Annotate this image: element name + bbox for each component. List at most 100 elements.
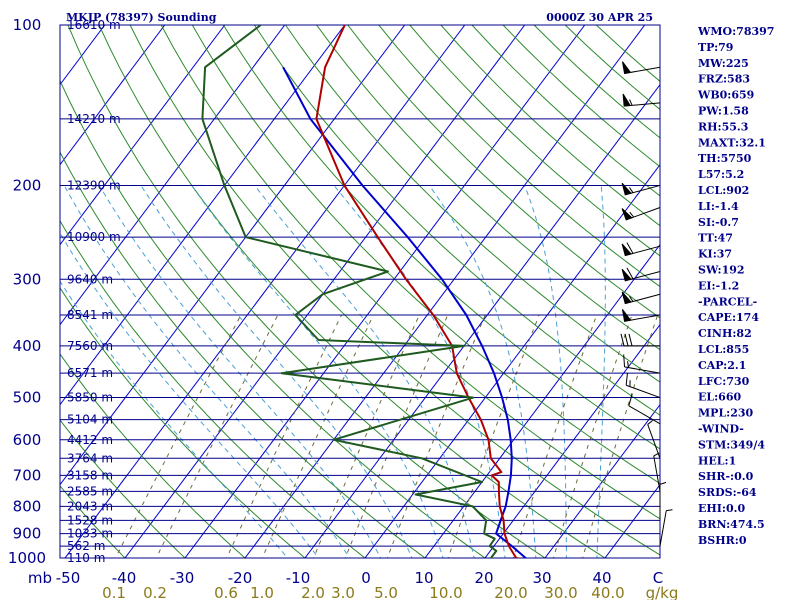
wind-barb-half-feather [629,295,634,302]
wind-barb [621,182,661,196]
moist-adiabat-line [191,185,444,558]
dry-adiabat-line [60,151,426,558]
dry-adiabat-line [60,419,186,558]
wind-barb [622,93,661,107]
wind-barb-half-feather [647,420,653,425]
index-value: L57:5.2 [698,168,744,181]
moist-adiabat-line [140,185,413,558]
wind-barb-pennant [621,268,632,282]
height-label: 5104 m [67,413,113,427]
wind-barb-half-feather [659,481,667,485]
mixing-ratio-line [155,314,279,558]
dry-adiabat-line [67,25,546,558]
height-label: 110 m [67,551,105,565]
valid-time: 0000Z 30 APR 25 [546,11,653,24]
wind-barb-pennant [621,243,632,257]
index-value: WMO:78397 [697,25,774,38]
wind-barb-pennant [621,309,632,322]
height-label: 16610 m [67,18,121,32]
parcel-trace-line [282,66,528,558]
height-label: 1528 m [67,513,113,527]
dry-adiabat-line [316,25,660,351]
temperature-tick-label: 0 [361,569,371,587]
index-value: CAP:2.1 [698,359,746,372]
height-label: 7560 m [67,339,113,353]
isotherm-line [64,25,466,558]
wind-barb [621,242,661,257]
dry-adiabat-line [222,25,660,450]
pressure-label: 700 [13,466,42,484]
index-value: CAPE:174 [698,311,759,324]
wind-barb-pennant [621,182,632,196]
isobar-lines [59,24,661,559]
wind-barb-pennant [621,291,632,305]
plot-frame [59,24,661,559]
mixing-ratio-tick-label: 5.0 [374,584,398,600]
temperature-tick-label: mb [28,569,52,587]
pressure-label: 900 [13,525,42,543]
pressure-label: 800 [13,497,42,515]
wind-barb-half-feather [653,452,660,457]
index-value: KI:37 [698,248,732,261]
index-value: MAXT:32.1 [698,136,766,149]
wind-barb-feather [623,354,626,367]
wind-barb [621,267,661,282]
mixing-ratio-line [552,314,633,558]
temperature-tick-label: -50 [56,569,81,587]
height-label: 3158 m [67,468,113,482]
mixing-ratio-tick-label: 10.0 [429,584,462,600]
wind-barb [620,333,660,347]
pressure-label: 100 [13,16,42,34]
moist-adiabat-lines [60,185,606,558]
temperature-tick-label: -20 [228,569,253,587]
temperature-tick-label: C [653,569,663,587]
wind-barbs [620,61,673,547]
index-value: -WIND- [698,423,744,436]
height-label: 8541 m [67,308,113,322]
wind-barb-feather [624,333,629,347]
index-value: BSHR:0 [698,534,747,547]
index-value: -PARCEL- [698,295,757,308]
height-label: 2043 m [67,499,113,513]
isotherm-line [124,25,526,558]
isotherm-line [424,243,660,558]
station-title: MKJP (78397) Sounding [66,11,217,24]
index-value: TP:79 [698,41,733,54]
dry-adiabat-line [253,25,660,416]
index-value: SW:192 [698,264,745,277]
height-label: 562 m [67,539,105,553]
index-panel: WMO:78397 TP:79 MW:225 FRZ:583 WB0:659 PW:1.5… [697,25,774,547]
pressure-label: 600 [13,431,42,449]
height-label: 14210 m [67,112,121,126]
wind-barb [647,420,661,459]
wind-barb [621,291,661,305]
pressure-label: 200 [13,176,42,194]
dry-adiabat-line [60,219,366,558]
index-value: SRDS:-64 [698,486,757,499]
dry-adiabat-line [409,25,660,257]
isotherm-line [544,403,660,558]
wind-barb-staff [647,424,661,459]
mixing-ratio-tick-label: 3.0 [331,584,355,600]
index-value: LCL:855 [698,343,749,356]
wind-barb [625,372,661,399]
dry-adiabat-line [129,25,660,556]
wind-barb-half-feather [627,361,629,368]
dry-adiabat-line [564,25,660,111]
isotherm-line [484,323,660,558]
height-label: 4412 m [67,433,113,447]
mixing-ratio-tick-label: 1.0 [250,584,274,600]
dewpoint-trace-line [201,25,498,558]
mixing-ratio-tick-label: 0.6 [214,584,238,600]
dry-adiabat-line [60,79,486,558]
isotherm-line [184,25,586,558]
height-label: 1033 m [67,527,113,541]
moist-adiabat-line [596,185,606,558]
isotherm-line [0,25,45,569]
dry-adiabat-line [285,25,660,383]
index-value: PW:1.58 [698,105,749,118]
mixing-ratio-tick-label: 0.2 [143,584,167,600]
dry-adiabat-lines [60,25,660,558]
isotherm-line [60,25,286,326]
